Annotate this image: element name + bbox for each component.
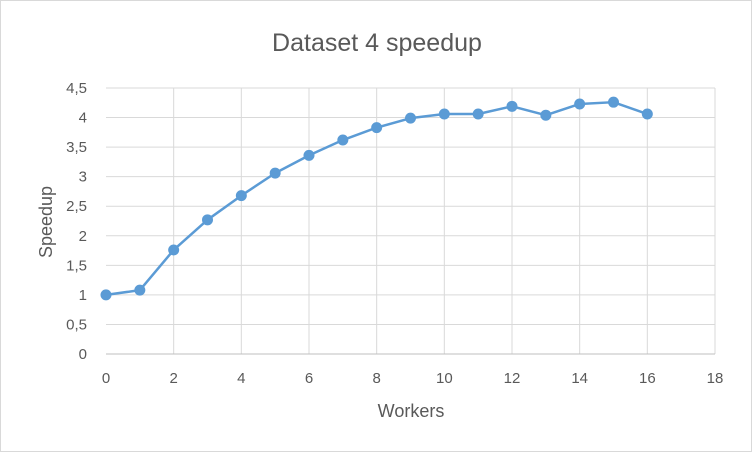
data-point	[540, 109, 552, 121]
grid-lines	[106, 87, 716, 355]
chart-title: Dataset 4 speedup	[272, 29, 482, 57]
y-tick-label: 1,5	[66, 257, 87, 274]
data-point	[608, 96, 619, 108]
data-point	[303, 149, 315, 161]
x-tick-label: 18	[707, 370, 724, 387]
data-point	[506, 100, 518, 112]
data-point	[371, 122, 383, 134]
x-tick-label: 4	[237, 370, 245, 387]
data-point	[235, 190, 247, 202]
x-tick-label: 6	[305, 370, 313, 387]
x-tick-label: 8	[372, 370, 380, 387]
y-tick-label: 0	[79, 346, 87, 363]
data-point	[168, 244, 180, 256]
y-tick-label: 4,5	[66, 80, 87, 97]
y-tick-label: 2,5	[66, 198, 87, 215]
data-point	[202, 214, 213, 226]
data-point	[574, 98, 586, 110]
data-point	[641, 108, 653, 120]
data-point	[472, 108, 484, 120]
x-tick-label: 10	[436, 370, 453, 387]
y-axis-title: Speedup	[36, 186, 56, 258]
y-tick-label: 1	[79, 287, 87, 304]
tick-labels: 0 2 4 6 8 10 12 14 16 18 0 0,5 1 1,5 2 2,5 3 3,5 4 4,5	[66, 80, 723, 387]
x-tick-label: 12	[504, 370, 521, 387]
x-tick-label: 2	[169, 370, 177, 387]
x-tick-label: 0	[102, 370, 110, 387]
series-line-group	[100, 96, 653, 301]
data-point	[269, 167, 281, 179]
data-point	[134, 284, 146, 296]
x-tick-label: 16	[639, 370, 656, 387]
y-tick-label: 2	[79, 228, 87, 245]
y-tick-label: 3,5	[66, 139, 87, 156]
y-tick-label: 3	[79, 169, 87, 186]
data-point	[438, 108, 450, 120]
y-tick-label: 4	[79, 110, 87, 127]
data-point	[405, 112, 416, 124]
data-point	[100, 289, 112, 301]
x-axis-title: Workers	[378, 401, 445, 421]
y-tick-label: 0,5	[66, 316, 87, 333]
data-point	[337, 134, 349, 146]
x-tick-label: 14	[571, 370, 588, 387]
